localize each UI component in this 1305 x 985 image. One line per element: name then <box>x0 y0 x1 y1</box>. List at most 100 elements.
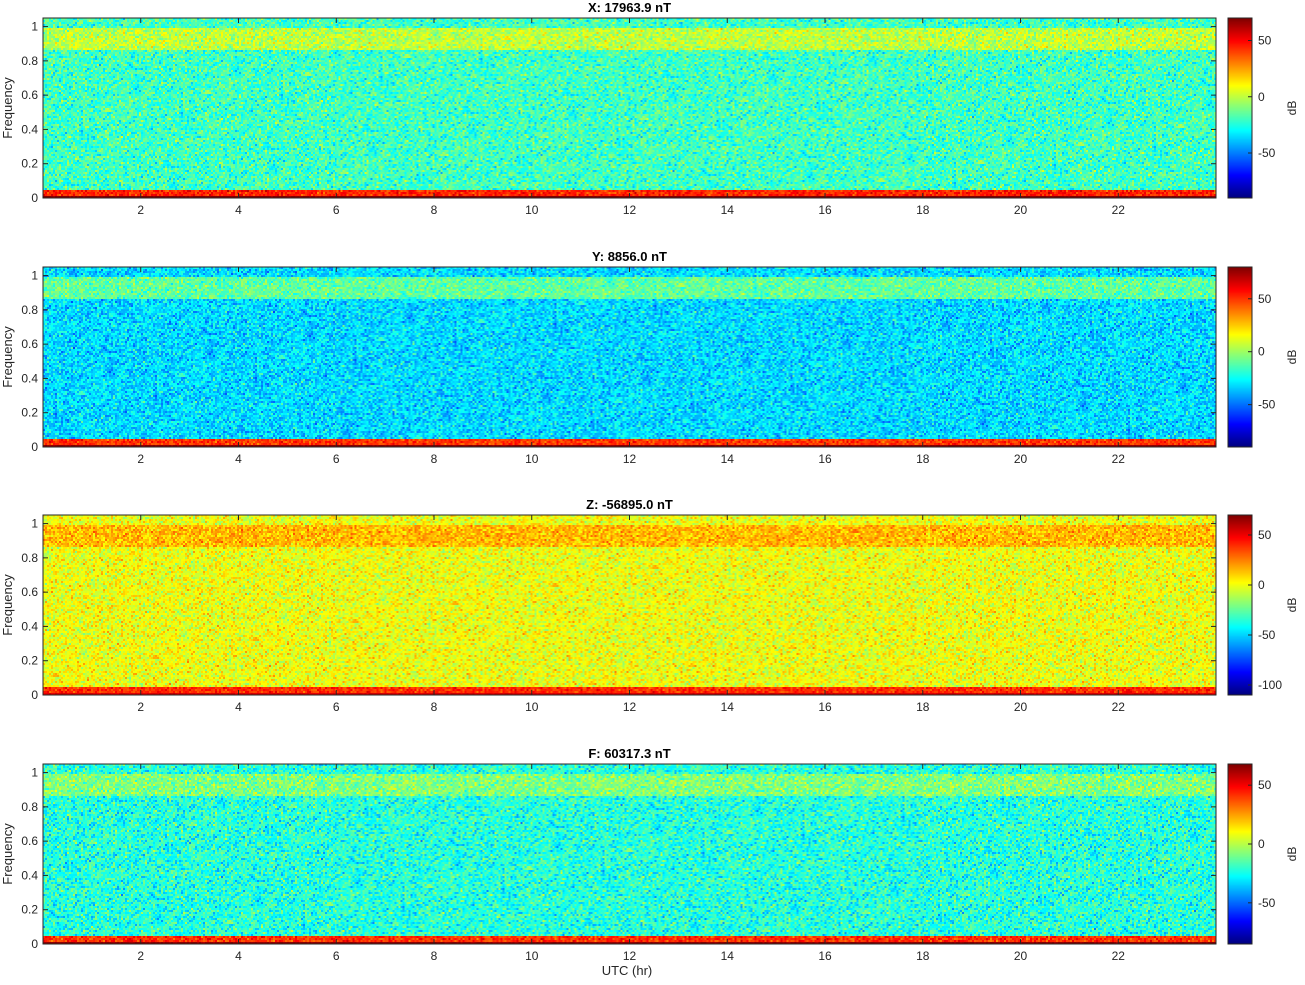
colorbar <box>1228 18 1252 198</box>
x-tick-label: 18 <box>916 949 930 963</box>
spectrogram-image <box>43 18 1216 198</box>
colorbar <box>1228 267 1252 447</box>
y-tick-label: 0 <box>31 937 38 951</box>
y-axis-label: Frequency <box>0 77 15 139</box>
spectrogram-image <box>43 267 1216 447</box>
x-tick-label: 14 <box>721 700 735 714</box>
x-tick-label: 8 <box>431 203 438 217</box>
y-axis-label: Frequency <box>0 574 15 636</box>
x-tick-label: 12 <box>623 452 637 466</box>
x-tick-label: 12 <box>623 203 637 217</box>
x-tick-label: 6 <box>333 203 340 217</box>
spectrogram-panel: 2 4 6 8 10 12 14 16 18 20 22 0 0.2 0.4 0.6 0.8 1 Y: 8856.… <box>0 249 1299 466</box>
x-tick-label: 10 <box>525 949 539 963</box>
x-tick-label: 6 <box>333 700 340 714</box>
x-tick-label: 12 <box>623 949 637 963</box>
y-tick-label: 0.8 <box>21 54 38 68</box>
panel-title: Y: 8856.0 nT <box>592 249 667 264</box>
colorbar-label: dB <box>1285 598 1299 613</box>
colorbar-frame <box>1227 17 1253 199</box>
y-tick-label: 0.8 <box>21 303 38 317</box>
y-tick-label: 0.2 <box>21 903 38 917</box>
colorbar-label: dB <box>1285 101 1299 116</box>
colorbar-tick-label: -100 <box>1258 678 1282 692</box>
colorbar-label: dB <box>1285 847 1299 862</box>
colorbar-label: dB <box>1285 350 1299 365</box>
y-tick-label: 0.6 <box>21 834 38 848</box>
y-axis-label: Frequency <box>0 823 15 885</box>
y-tick-label: 0 <box>31 191 38 205</box>
y-tick-label: 0.6 <box>21 337 38 351</box>
colorbar-tick-label: 0 <box>1258 345 1265 359</box>
x-tick-label: 10 <box>525 700 539 714</box>
x-tick-label: 2 <box>137 700 144 714</box>
y-axis-label: Frequency <box>0 326 15 388</box>
panel-title: X: 17963.9 nT <box>588 0 671 15</box>
y-tick-label: 0.8 <box>21 551 38 565</box>
x-tick-label: 18 <box>916 452 930 466</box>
y-tick-label: 0.6 <box>21 88 38 102</box>
y-tick-label: 0.2 <box>21 406 38 420</box>
colorbar-frame <box>1227 266 1253 448</box>
x-tick-label: 2 <box>137 452 144 466</box>
x-tick-label: 14 <box>721 949 735 963</box>
y-tick-label: 0.4 <box>21 122 38 136</box>
spectrogram-panel: 2 4 6 8 10 12 14 16 18 20 22 0 0.2 0.4 0.6 0.8 1 X: 17963… <box>0 0 1299 217</box>
x-tick-label: 14 <box>721 452 735 466</box>
x-tick-label: 4 <box>235 452 242 466</box>
x-tick-label: 10 <box>525 203 539 217</box>
x-tick-label: 20 <box>1014 949 1028 963</box>
colorbar-tick-label: 50 <box>1258 34 1272 48</box>
y-tick-label: 1 <box>31 517 38 531</box>
x-tick-label: 22 <box>1112 452 1126 466</box>
colorbar-frame <box>1227 763 1253 945</box>
x-tick-label: 8 <box>431 700 438 714</box>
figure-x-axis-label: UTC (hr) <box>602 963 653 978</box>
colorbar-tick-label: 0 <box>1258 578 1265 592</box>
colorbar-tick-label: -50 <box>1258 398 1276 412</box>
x-tick-label: 18 <box>916 203 930 217</box>
colorbar-tick-label: 50 <box>1258 778 1272 792</box>
spectrogram-panel: 2 4 6 8 10 12 14 16 18 20 22 0 0.2 0.4 0.6 0.8 1 F: 60317… <box>0 746 1299 963</box>
spectrogram-panel: 2 4 6 8 10 12 14 16 18 20 22 0 0.2 0.4 0.6 0.8 1 Z: -5689… <box>0 497 1299 714</box>
x-tick-label: 22 <box>1112 203 1126 217</box>
y-tick-label: 0.4 <box>21 868 38 882</box>
x-tick-label: 10 <box>525 452 539 466</box>
x-tick-label: 8 <box>431 452 438 466</box>
spectrogram-image <box>43 764 1216 944</box>
y-tick-label: 0.4 <box>21 619 38 633</box>
colorbar-tick-label: -50 <box>1258 896 1276 910</box>
y-tick-label: 1 <box>31 20 38 34</box>
y-tick-label: 0.8 <box>21 800 38 814</box>
x-tick-label: 16 <box>818 949 832 963</box>
colorbar-tick-label: -50 <box>1258 146 1276 160</box>
y-tick-label: 1 <box>31 269 38 283</box>
x-tick-label: 14 <box>721 203 735 217</box>
y-tick-label: 0.2 <box>21 157 38 171</box>
x-tick-label: 22 <box>1112 700 1126 714</box>
x-tick-label: 4 <box>235 203 242 217</box>
y-tick-label: 1 <box>31 766 38 780</box>
y-tick-label: 0.6 <box>21 585 38 599</box>
colorbar <box>1228 764 1252 944</box>
colorbar <box>1228 515 1252 695</box>
x-tick-label: 6 <box>333 452 340 466</box>
y-tick-label: 0 <box>31 440 38 454</box>
panel-title: Z: -56895.0 nT <box>586 497 673 512</box>
colorbar-tick-label: 50 <box>1258 528 1272 542</box>
colorbar-tick-label: 0 <box>1258 837 1265 851</box>
x-tick-label: 12 <box>623 700 637 714</box>
x-tick-label: 2 <box>137 203 144 217</box>
colorbar-tick-label: 50 <box>1258 292 1272 306</box>
panel-title: F: 60317.3 nT <box>588 746 670 761</box>
y-tick-label: 0 <box>31 688 38 702</box>
x-tick-label: 20 <box>1014 203 1028 217</box>
x-tick-label: 20 <box>1014 452 1028 466</box>
x-tick-label: 2 <box>137 949 144 963</box>
x-tick-label: 18 <box>916 700 930 714</box>
y-tick-label: 0.4 <box>21 371 38 385</box>
colorbar-frame <box>1227 514 1253 696</box>
